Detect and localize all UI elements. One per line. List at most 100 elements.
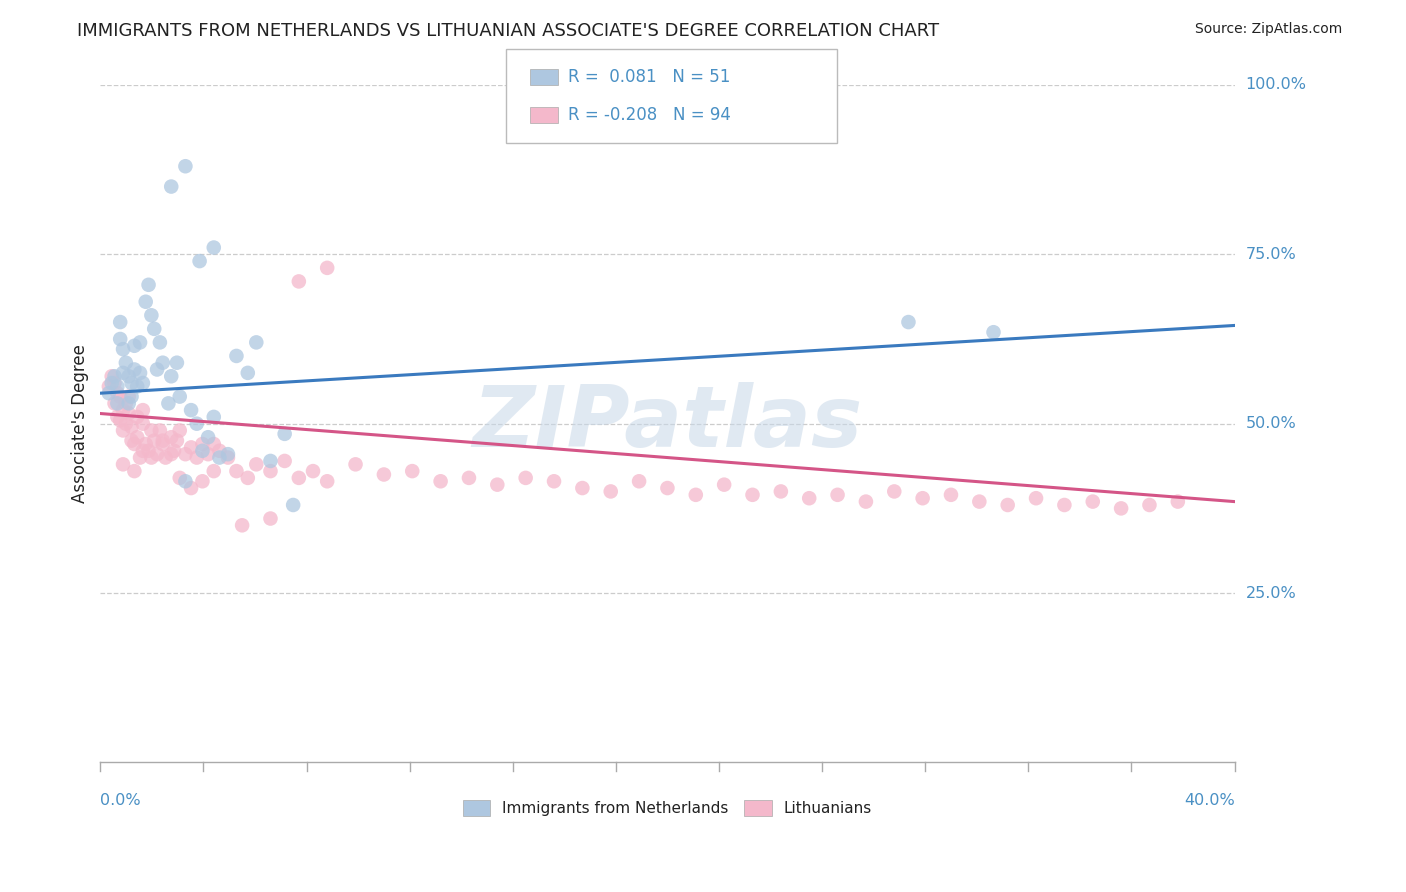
Legend: Immigrants from Netherlands, Lithuanians: Immigrants from Netherlands, Lithuanians [457,795,879,822]
Point [202,464,225,478]
Point [118,396,141,410]
Point [112,424,135,438]
Point [132,376,155,390]
Point [121,420,143,434]
Point [429,475,451,489]
Point [1081,494,1104,508]
Point [169,390,191,404]
Point [186,450,208,465]
Point [118,369,141,384]
Point [259,511,281,525]
Point [105,379,128,393]
Point [108,315,131,329]
Point [259,454,281,468]
Point [202,437,225,451]
Point [132,443,155,458]
Point [121,434,143,448]
Point [121,376,143,390]
Point [236,471,259,485]
Point [202,241,225,255]
Point [208,450,231,465]
Point [143,434,166,448]
Point [741,488,763,502]
Text: R =  0.081   N = 51: R = 0.081 N = 51 [568,69,730,87]
Point [188,254,211,268]
Point [245,458,267,472]
Point [152,434,174,448]
Point [855,494,877,508]
Text: 100.0%: 100.0% [1246,78,1306,93]
Y-axis label: Associate's Degree: Associate's Degree [72,344,89,503]
Point [458,471,481,485]
Point [124,339,146,353]
Point [160,430,183,444]
Point [939,488,962,502]
Point [103,376,125,390]
Point [146,447,169,461]
Point [97,386,120,401]
Point [486,477,509,491]
Point [160,369,183,384]
Point [127,409,149,424]
Point [344,458,367,472]
Point [288,274,311,288]
Point [685,488,707,502]
Point [149,335,172,350]
Point [135,294,157,309]
Point [143,322,166,336]
Point [883,484,905,499]
Text: 40.0%: 40.0% [1184,793,1234,808]
Point [115,396,138,410]
Point [208,443,231,458]
Point [100,376,122,390]
Point [105,409,128,424]
Point [100,369,122,384]
Point [97,379,120,393]
Point [149,424,172,438]
Text: R = -0.208   N = 94: R = -0.208 N = 94 [568,105,731,123]
Point [132,417,155,431]
Point [169,424,191,438]
Text: ZIPatlas: ZIPatlas [472,382,862,466]
Point [166,356,188,370]
Point [118,390,141,404]
Point [135,437,157,451]
Point [127,379,149,393]
Point [515,471,537,485]
Point [115,417,138,431]
Point [897,315,920,329]
Point [180,441,202,455]
Point [657,481,679,495]
Point [180,403,202,417]
Point [141,308,163,322]
Text: 25.0%: 25.0% [1246,585,1296,600]
Point [132,403,155,417]
Point [1139,498,1161,512]
Point [152,356,174,370]
Point [141,424,163,438]
Point [225,464,247,478]
Point [827,488,849,502]
Text: 75.0%: 75.0% [1246,247,1296,262]
Point [124,437,146,451]
Point [129,335,152,350]
Point [157,396,180,410]
Point [983,325,1005,339]
Point [713,477,735,491]
Point [191,475,214,489]
Point [118,407,141,421]
Point [316,260,339,275]
Point [217,447,239,461]
Point [997,498,1019,512]
Point [174,447,197,461]
Point [160,179,183,194]
Point [236,366,259,380]
Point [169,471,191,485]
Point [1025,491,1047,506]
Point [302,464,325,478]
Text: Source: ZipAtlas.com: Source: ZipAtlas.com [1195,22,1343,37]
Point [191,443,214,458]
Point [769,484,792,499]
Point [969,494,991,508]
Point [273,454,295,468]
